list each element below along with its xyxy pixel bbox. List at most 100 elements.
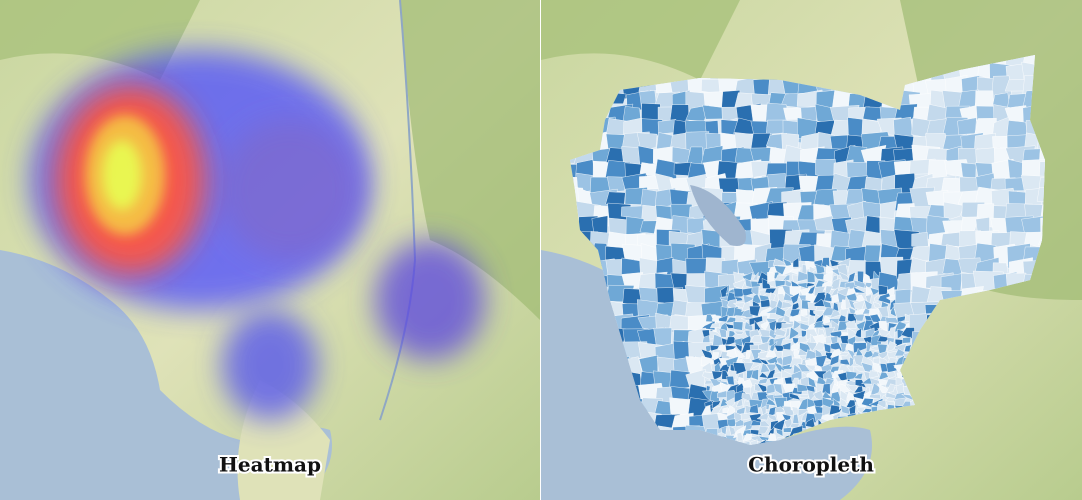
heat-layer: [30, 50, 485, 420]
region: [870, 382, 881, 397]
region: [781, 323, 795, 330]
region: [804, 364, 817, 372]
region: [853, 286, 867, 294]
region: [758, 351, 769, 360]
region: [806, 282, 815, 288]
region: [804, 413, 818, 424]
region: [711, 370, 723, 381]
forest: [400, 0, 540, 320]
region: [799, 393, 810, 399]
region: [748, 315, 763, 326]
region: [788, 326, 799, 340]
region: [797, 363, 811, 372]
region: [734, 343, 743, 353]
region: [749, 439, 758, 445]
region: [784, 327, 790, 340]
panel-label: Choropleth: [748, 453, 874, 477]
region: [846, 384, 857, 394]
region: [733, 321, 744, 331]
region: [709, 322, 721, 329]
region: [849, 356, 854, 369]
region: [1040, 203, 1045, 224]
region: [806, 270, 816, 283]
region: [839, 383, 851, 394]
region: [756, 411, 770, 421]
region: [1040, 217, 1045, 236]
region: [775, 428, 784, 437]
region: [812, 341, 826, 351]
region: [823, 270, 834, 284]
region: [957, 89, 979, 110]
region: [821, 383, 831, 395]
region: [742, 433, 753, 442]
region: [743, 295, 754, 304]
region: [854, 379, 867, 389]
region: [1038, 229, 1045, 247]
heat-halo: [220, 120, 360, 260]
panel-label: Heatmap: [219, 453, 321, 477]
region: [767, 426, 775, 436]
lake: [690, 185, 746, 246]
region: [760, 299, 771, 308]
region: [804, 357, 817, 367]
region: [863, 299, 873, 311]
region: [856, 320, 866, 332]
region: [606, 176, 625, 193]
region: [726, 418, 738, 427]
region: [760, 320, 771, 330]
region: [885, 383, 896, 394]
region: [877, 327, 891, 340]
region: [846, 348, 856, 362]
region: [792, 257, 799, 268]
region: [792, 319, 802, 330]
heat-peak: [102, 140, 142, 210]
region: [757, 377, 769, 385]
region: [885, 371, 896, 379]
region: [897, 315, 906, 324]
region: [783, 427, 792, 433]
region: [773, 328, 787, 337]
region: [782, 274, 791, 281]
region: [902, 336, 911, 344]
region: [878, 285, 888, 296]
region: [756, 439, 767, 445]
region: [720, 284, 729, 298]
choropleth-panel: Choropleth: [541, 0, 1082, 500]
region: [887, 286, 895, 299]
region: [960, 216, 979, 235]
region: [869, 370, 880, 379]
region: [735, 398, 743, 408]
region: [853, 372, 864, 380]
region: [726, 375, 735, 386]
region: [733, 271, 746, 284]
region: [829, 259, 841, 267]
region: [870, 351, 882, 359]
region: [766, 356, 778, 364]
region: [815, 263, 825, 275]
region: [712, 382, 723, 392]
region: [1036, 186, 1045, 204]
region: [790, 292, 800, 305]
region: [766, 279, 777, 288]
region: [829, 354, 840, 367]
region: [800, 308, 808, 317]
region: [853, 313, 865, 322]
region: [845, 320, 857, 329]
region: [758, 425, 769, 435]
region: [750, 334, 763, 344]
region: [711, 314, 721, 323]
forest: [541, 0, 740, 80]
region: [869, 287, 881, 296]
region: [839, 389, 848, 402]
region: [636, 132, 658, 151]
region: [836, 264, 849, 277]
region: [718, 328, 727, 338]
heatmap-panel: Heatmap: [0, 0, 540, 500]
heat-halo: [222, 310, 318, 420]
region: [766, 383, 776, 395]
region: [740, 334, 752, 347]
region: [789, 392, 801, 401]
region: [734, 348, 746, 359]
region: [943, 201, 965, 222]
